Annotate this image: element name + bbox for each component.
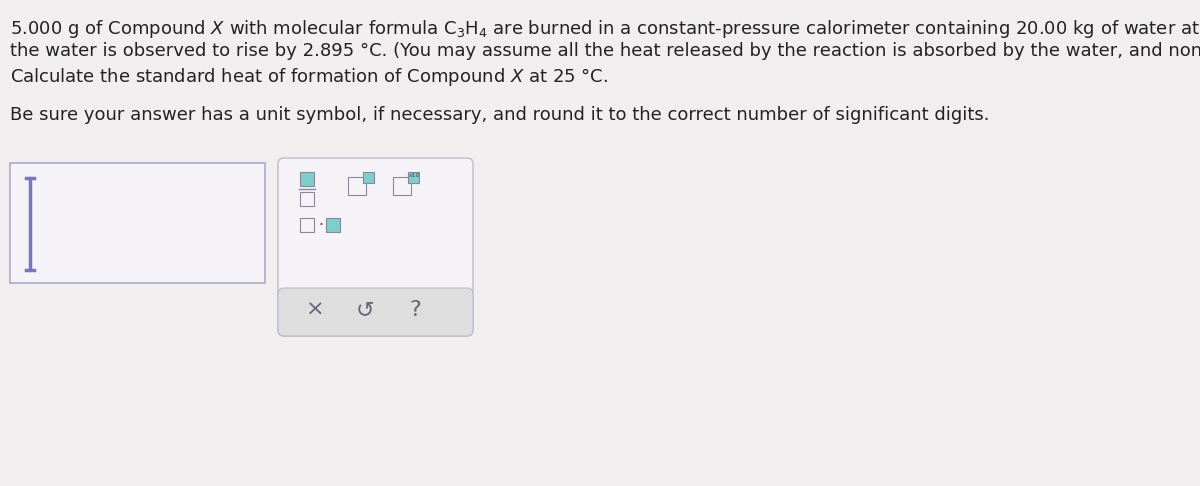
Bar <box>326 218 340 232</box>
Text: ×: × <box>306 300 324 320</box>
Text: ↺: ↺ <box>355 300 374 320</box>
Bar <box>10 163 265 283</box>
Text: x10: x10 <box>409 173 420 178</box>
Text: Calculate the standard heat of formation of Compound $X$ at 25 °C.: Calculate the standard heat of formation… <box>10 66 608 88</box>
FancyBboxPatch shape <box>278 158 473 336</box>
Bar <box>394 177 410 195</box>
Bar <box>300 218 314 232</box>
Text: ?: ? <box>409 300 421 320</box>
Bar <box>364 172 374 183</box>
Text: the water is observed to rise by 2.895 °C. (You may assume all the heat released: the water is observed to rise by 2.895 °… <box>10 42 1200 60</box>
Bar <box>408 172 419 183</box>
Text: ·: · <box>318 218 323 232</box>
Text: Be sure your answer has a unit symbol, if necessary, and round it to the correct: Be sure your answer has a unit symbol, i… <box>10 106 990 124</box>
Bar <box>300 192 314 206</box>
Text: 5.000 g of Compound $X$ with molecular formula C$_3$H$_4$ are burned in a consta: 5.000 g of Compound $X$ with molecular f… <box>10 18 1200 40</box>
FancyBboxPatch shape <box>278 288 473 336</box>
Bar <box>300 172 314 186</box>
Bar <box>348 177 366 195</box>
